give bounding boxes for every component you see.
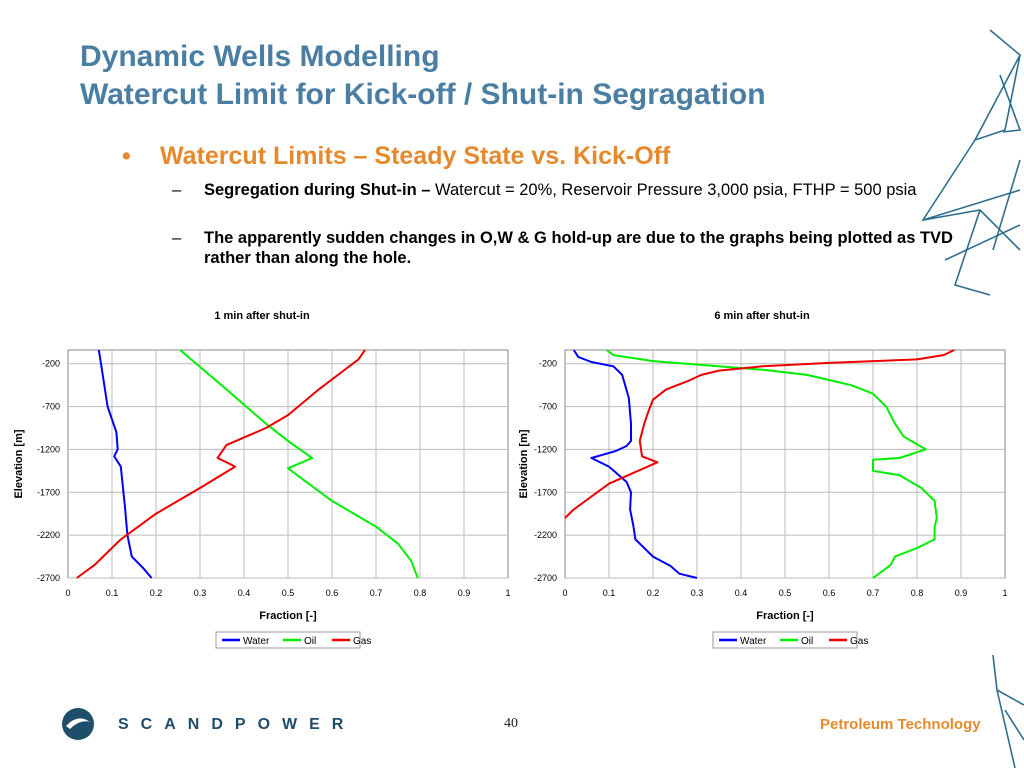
title-line-1: Dynamic Wells Modelling xyxy=(80,40,440,73)
x-tick-label: 1 xyxy=(1002,588,1007,598)
x-tick-label: 0.3 xyxy=(691,588,704,598)
x-tick-label: 0.1 xyxy=(603,588,616,598)
x-tick-label: 0.8 xyxy=(911,588,924,598)
y-axis-label: Elevation [m] xyxy=(518,429,530,498)
x-tick-label: 0.6 xyxy=(326,588,339,598)
x-tick-label: 0.8 xyxy=(414,588,427,598)
x-tick-label: 0.2 xyxy=(150,588,163,598)
legend-label-water: Water xyxy=(740,636,767,647)
sub2-bold: The apparently sudden changes in O,W & G… xyxy=(204,229,953,267)
x-tick-label: 0.2 xyxy=(647,588,660,598)
series-line-water xyxy=(97,349,153,579)
x-tick-label: 0 xyxy=(562,588,567,598)
y-axis-label: Elevation [m] xyxy=(13,429,25,498)
series-line-oil xyxy=(179,349,419,579)
sub1-rest: Watercut = 20%, Reservoir Pressure 3,000… xyxy=(430,181,917,199)
y-tick-label: -1700 xyxy=(37,487,60,497)
x-tick-label: 0.7 xyxy=(867,588,880,598)
page-number: 40 xyxy=(504,716,518,731)
x-tick-label: 0.6 xyxy=(823,588,836,598)
legend-label-oil: Oil xyxy=(304,636,316,647)
y-tick-label: -2200 xyxy=(534,530,557,540)
main-bullet: • Watercut Limits – Steady State vs. Kick… xyxy=(122,142,670,171)
decorative-lines-bottom xyxy=(992,654,1024,768)
x-tick-label: 0.7 xyxy=(370,588,383,598)
x-tick-label: 0.9 xyxy=(458,588,471,598)
x-axis-label: Fraction [-] xyxy=(756,610,814,622)
series-line-oil xyxy=(606,349,938,579)
y-tick-label: -2200 xyxy=(37,530,60,540)
series-line-gas xyxy=(564,349,955,519)
chart-1-min: 1 min after shut-in 0 0.1 0.2 0.3 0.4 0.5 0.6 0.… xyxy=(13,310,511,649)
x-tick-label: 0.4 xyxy=(238,588,251,598)
x-tick-label: 0.5 xyxy=(779,588,792,598)
legend-label-oil: Oil xyxy=(801,636,813,647)
x-tick-label: 0.9 xyxy=(955,588,968,598)
title-line-2: Watercut Limit for Kick-off / Shut-in Se… xyxy=(80,78,766,111)
x-tick-label: 0.3 xyxy=(194,588,207,598)
dash-glyph: – xyxy=(172,229,182,247)
bullet-glyph: • xyxy=(122,142,131,170)
dash-glyph: – xyxy=(172,181,182,199)
x-tick-label: 0.4 xyxy=(735,588,748,598)
scandpower-logo-icon xyxy=(62,708,94,740)
y-tick-label: -200 xyxy=(539,359,557,369)
y-tick-label: -2700 xyxy=(534,573,557,583)
x-axis-label: Fraction [-] xyxy=(259,610,317,622)
y-tick-label: -1200 xyxy=(37,444,60,454)
petroleum-technology-label: Petroleum Technology xyxy=(820,716,981,733)
x-tick-label: 0 xyxy=(65,588,70,598)
brand-name: SCANDPOWER xyxy=(118,716,356,733)
sub-bullet-1: – Segregation during Shut-in – Watercut … xyxy=(172,180,962,200)
slide-title: Dynamic Wells Modelling Watercut Limit f… xyxy=(80,38,766,114)
legend-label-water: Water xyxy=(243,636,270,647)
chart-title: 6 min after shut-in xyxy=(714,310,810,322)
x-tick-label: 1 xyxy=(505,588,510,598)
series-line-water xyxy=(572,349,698,579)
x-tick-label: 0.1 xyxy=(106,588,119,598)
y-tick-label: -700 xyxy=(42,402,60,412)
decorative-lines-top xyxy=(921,29,1022,296)
series-line-gas xyxy=(76,349,366,579)
legend-label-gas: Gas xyxy=(850,636,868,647)
bullet-text: Watercut Limits – Steady State vs. Kick-… xyxy=(160,142,671,170)
legend-label-gas: Gas xyxy=(353,636,371,647)
x-tick-label: 0.5 xyxy=(282,588,295,598)
y-tick-label: -700 xyxy=(539,402,557,412)
y-tick-label: -200 xyxy=(42,359,60,369)
chart-6-min: 6 min after shut-in 0 0.1 0.2 0.3 0.4 0.5 0.6 0.… xyxy=(518,310,1008,649)
y-tick-label: -1700 xyxy=(534,487,557,497)
y-tick-label: -1200 xyxy=(534,444,557,454)
chart-title: 1 min after shut-in xyxy=(214,310,310,322)
sub1-bold: Segregation during Shut-in – xyxy=(204,181,431,199)
sub-bullet-2: – The apparently sudden changes in O,W &… xyxy=(172,228,962,268)
y-tick-label: -2700 xyxy=(37,573,60,583)
